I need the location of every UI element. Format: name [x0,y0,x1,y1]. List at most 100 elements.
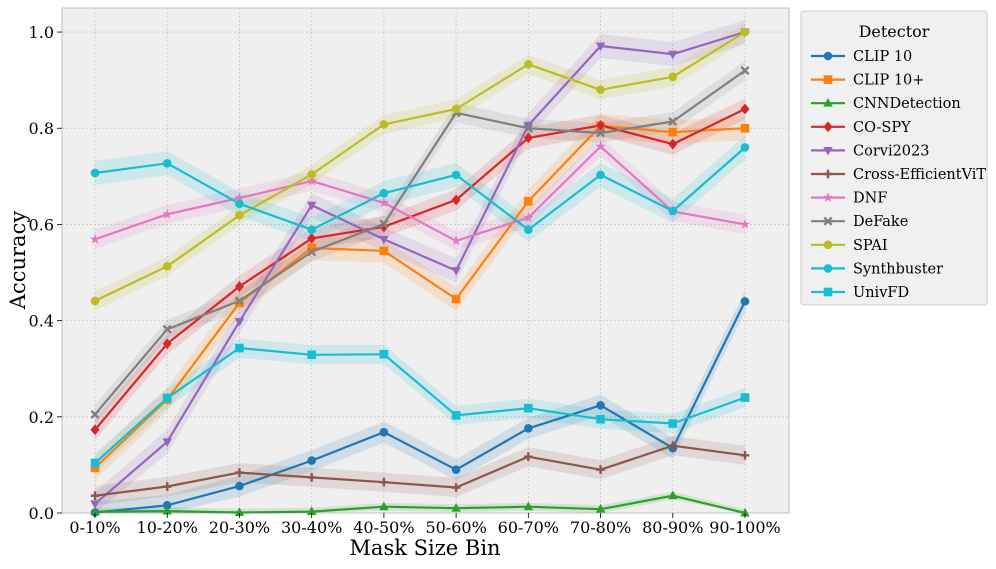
legend-item-defake: DeFake [811,214,908,230]
point-cnndetection [162,505,172,515]
point-defake [740,66,750,76]
point-univfd [668,419,678,428]
point-spai [451,104,461,114]
line-corvi2023 [94,30,746,505]
point-synthbuster [524,225,533,235]
x-tick-label: 80-90% [642,518,703,537]
point-defake [379,219,389,229]
point-defake [668,117,678,127]
point-univfd [90,458,100,468]
point-cross-efficientvit [740,450,750,460]
legend-label: CNNDetection [853,96,961,112]
point-co-spy [451,194,461,206]
point-spai [162,261,172,271]
point-spai [307,170,316,179]
point-corvi2023 [234,318,245,327]
point-cnndetection [90,506,100,515]
point-corvi2023 [668,50,678,60]
line-clip-10- [94,124,746,469]
point-cnndetection [740,507,750,517]
point-synthbuster [668,206,678,216]
legend-item-synthbuster: Synthbuster [811,261,943,277]
point-defake [234,296,244,306]
point-defake [307,247,317,257]
point-corvi2023 [306,201,317,211]
legend-box [800,10,988,306]
point-cross-efficientvit [307,473,316,482]
point-co-spy [740,103,750,115]
point-univfd [379,349,389,359]
point-co-spy [596,119,606,131]
point-co-spy [307,233,317,244]
line-defake [94,69,746,416]
x-axis-ticks: 0-10% 10-20% 20-30% 30-40% 40-50% 50-60% 60-70… [69,513,781,537]
point-dnf [595,141,606,151]
point-spai [668,72,678,82]
legend-label: CO-SPY [853,120,911,136]
x-tick-label: 70-80% [570,518,631,537]
legend-swatch-marker [823,169,833,179]
legend-label: SPAI [853,238,888,254]
legend-item-clip-10-: CLIP 10+ [811,73,924,89]
point-univfd [162,393,172,403]
band-cross-efficientvit [95,436,745,506]
legend-label: CLIP 10 [853,49,912,65]
point-dnf [451,235,462,246]
series-lines [94,30,746,515]
y-tick-label: 0.8 [29,119,54,138]
point-synthbuster [162,159,172,168]
point-defake [90,409,100,419]
y-tick-label: 0.6 [29,215,54,234]
point-clip-10 [451,465,461,475]
point-clip-10- [90,463,100,473]
point-co-spy [379,221,389,233]
point-co-spy [90,424,100,436]
point-cross-efficientvit [596,465,605,475]
line-dnf [94,145,746,242]
point-synthbuster [451,170,461,180]
legend-label: UnivFD [853,285,909,301]
point-univfd [524,403,533,413]
legend-item-dnf: DNF [811,191,887,207]
point-clip-10- [668,127,678,137]
point-cross-efficientvit [451,483,461,492]
legend-label: DNF [853,191,887,207]
point-clip-10- [524,197,533,206]
point-clip-10 [596,400,605,410]
x-axis-label: Mask Size Bin [349,536,500,560]
point-spai [740,27,750,37]
point-co-spy [234,281,244,292]
point-spai [596,85,605,95]
legend-label: DeFake [853,214,908,230]
y-axis-ticks: 0.0 0.2 0.4 0.6 0.8 1.0 [29,23,62,523]
point-defake [596,128,606,138]
point-clip-10 [307,456,316,465]
legend-swatch-marker [823,98,833,107]
point-cnndetection [595,503,606,513]
point-univfd [235,343,244,353]
legend-item-corvi2023: Corvi2023 [811,143,930,159]
point-co-spy [668,138,678,150]
band-synthbuster [95,135,745,242]
y-tick-label: 0.4 [29,312,54,331]
point-clip-10 [740,297,750,306]
point-univfd [596,414,605,424]
point-clip-10 [524,424,533,433]
line-clip-10 [94,300,746,514]
legend-label: Cross-EfficientViT [853,167,986,183]
legend-item-univfd: UnivFD [811,285,909,301]
point-clip-10- [740,123,750,133]
point-synthbuster [235,199,244,209]
point-clip-10- [307,243,316,253]
x-tick-label: 0-10% [69,518,120,537]
point-clip-10- [235,298,244,308]
point-spai [90,296,100,306]
point-synthbuster [596,170,605,180]
legend: Detector CLIP 10 CLIP 10+ CNNDetection CO-S… [800,10,988,306]
legend-title: Detector [859,22,930,41]
point-clip-10 [379,427,389,437]
point-synthbuster [740,143,750,152]
line-univfd [94,346,746,464]
legend-item-co-spy: CO-SPY [811,120,911,136]
legend-swatch-marker [823,216,833,226]
